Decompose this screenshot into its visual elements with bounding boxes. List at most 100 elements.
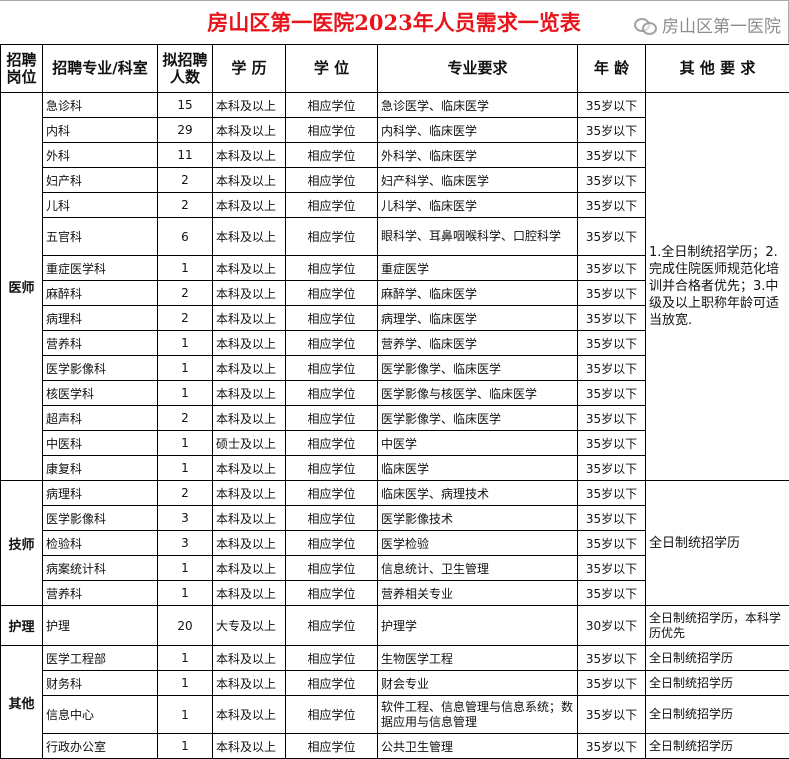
major-cell: 医学影像技术 [378,506,578,531]
header-row: 招聘岗位 招聘专业/科室 拟招聘人数 学 历 学 位 专业要求 年 龄 其 他 … [1,45,789,93]
header-major: 专业要求 [378,45,578,93]
count-cell: 1 [158,381,213,406]
degree-cell: 相应学位 [286,168,378,193]
header-education: 学 历 [213,45,286,93]
header-age: 年 龄 [578,45,646,93]
count-cell: 15 [158,93,213,118]
degree-cell: 相应学位 [286,556,378,581]
department-cell: 麻醉科 [43,281,158,306]
department-cell: 儿科 [43,193,158,218]
degree-cell: 相应学位 [286,646,378,671]
age-cell: 30岁以下 [578,606,646,646]
age-cell: 35岁以下 [578,406,646,431]
department-cell: 信息中心 [43,696,158,734]
age-cell: 35岁以下 [578,696,646,734]
department-cell: 重症医学科 [43,256,158,281]
education-cell: 本科及以上 [213,581,286,606]
header-position: 招聘岗位 [1,45,43,93]
degree-cell: 相应学位 [286,531,378,556]
degree-cell: 相应学位 [286,118,378,143]
degree-cell: 相应学位 [286,306,378,331]
major-cell: 临床医学 [378,456,578,481]
age-cell: 35岁以下 [578,481,646,506]
degree-cell: 相应学位 [286,734,378,759]
major-cell: 中医学 [378,431,578,456]
count-cell: 11 [158,143,213,168]
position-category: 医师 [1,93,43,481]
education-cell: 本科及以上 [213,256,286,281]
other-requirements-cell: 全日制统招学历，本科学历优先 [646,606,789,646]
major-cell: 软件工程、信息管理与信息系统；数据应用与信息管理 [378,696,578,734]
count-cell: 1 [158,456,213,481]
major-cell: 妇产科学、临床医学 [378,168,578,193]
major-cell: 医学影像学、临床医学 [378,406,578,431]
age-cell: 35岁以下 [578,431,646,456]
department-cell: 病理科 [43,306,158,331]
age-cell: 35岁以下 [578,118,646,143]
department-cell: 病理科 [43,481,158,506]
major-cell: 病理学、临床医学 [378,306,578,331]
department-cell: 医学工程部 [43,646,158,671]
degree-cell: 相应学位 [286,381,378,406]
education-cell: 本科及以上 [213,671,286,696]
count-cell: 1 [158,556,213,581]
position-category: 技师 [1,481,43,606]
age-cell: 35岁以下 [578,531,646,556]
age-cell: 35岁以下 [578,256,646,281]
major-cell: 眼科学、耳鼻咽喉科学、口腔科学 [378,218,578,256]
education-cell: 本科及以上 [213,556,286,581]
other-requirements-cell: 全日制统招学历 [646,671,789,696]
education-cell: 本科及以上 [213,356,286,381]
position-category: 其他 [1,646,43,759]
major-cell: 重症医学 [378,256,578,281]
degree-cell: 相应学位 [286,406,378,431]
degree-cell: 相应学位 [286,431,378,456]
degree-cell: 相应学位 [286,256,378,281]
wechat-icon [634,16,658,34]
major-cell: 医学影像与核医学、临床医学 [378,381,578,406]
education-cell: 硕士及以上 [213,431,286,456]
count-cell: 1 [158,734,213,759]
age-cell: 35岁以下 [578,356,646,381]
age-cell: 35岁以下 [578,331,646,356]
count-cell: 1 [158,696,213,734]
department-cell: 五官科 [43,218,158,256]
count-cell: 2 [158,193,213,218]
header-other: 其 他 要 求 [646,45,789,93]
degree-cell: 相应学位 [286,93,378,118]
department-cell: 医学影像科 [43,356,158,381]
degree-cell: 相应学位 [286,481,378,506]
department-cell: 外科 [43,143,158,168]
department-cell: 妇产科 [43,168,158,193]
major-cell: 麻醉学、临床医学 [378,281,578,306]
department-cell: 营养科 [43,581,158,606]
education-cell: 本科及以上 [213,734,286,759]
header-degree: 学 位 [286,45,378,93]
education-cell: 本科及以上 [213,168,286,193]
major-cell: 营养相关专业 [378,581,578,606]
age-cell: 35岁以下 [578,556,646,581]
department-cell: 超声科 [43,406,158,431]
degree-cell: 相应学位 [286,331,378,356]
count-cell: 2 [158,281,213,306]
major-cell: 护理学 [378,606,578,646]
count-cell: 2 [158,481,213,506]
age-cell: 35岁以下 [578,456,646,481]
education-cell: 本科及以上 [213,456,286,481]
education-cell: 大专及以上 [213,606,286,646]
age-cell: 35岁以下 [578,671,646,696]
degree-cell: 相应学位 [286,218,378,256]
degree-cell: 相应学位 [286,506,378,531]
education-cell: 本科及以上 [213,118,286,143]
other-requirements-cell: 全日制统招学历 [646,696,789,734]
education-cell: 本科及以上 [213,218,286,256]
department-cell: 核医学科 [43,381,158,406]
count-cell: 1 [158,256,213,281]
degree-cell: 相应学位 [286,356,378,381]
count-cell: 1 [158,331,213,356]
education-cell: 本科及以上 [213,481,286,506]
education-cell: 本科及以上 [213,331,286,356]
education-cell: 本科及以上 [213,406,286,431]
